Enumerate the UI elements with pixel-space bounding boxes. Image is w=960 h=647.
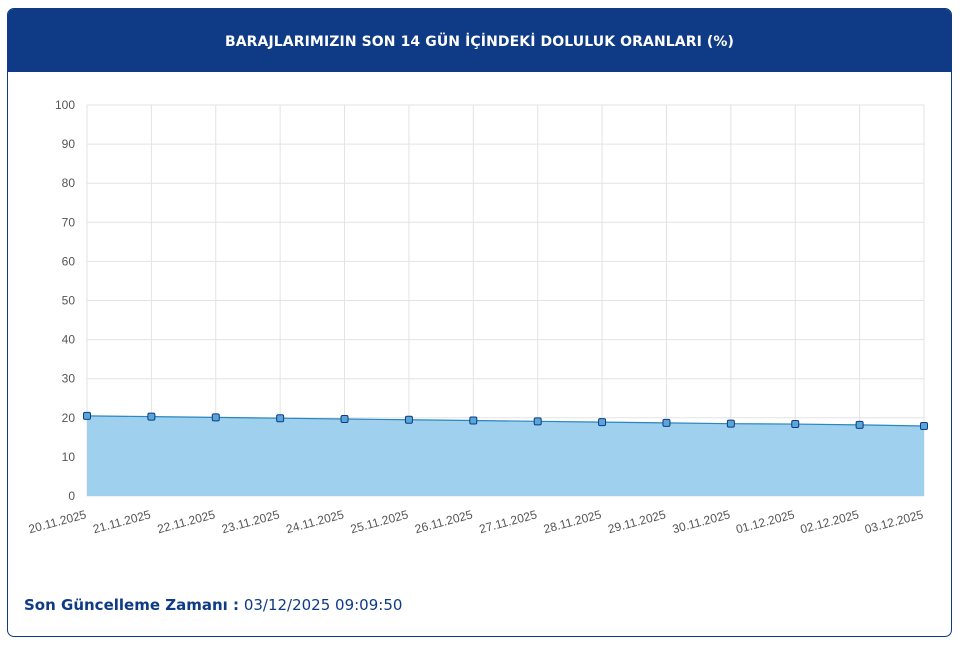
data-point [340, 414, 349, 423]
y-tick-label: 0 [68, 489, 75, 503]
card-header: BARAJLARIMIZIN SON 14 GÜN İÇİNDEKİ DOLUL… [8, 9, 951, 72]
data-point [791, 420, 800, 429]
y-tick-label: 100 [55, 98, 75, 112]
last-updated-label: Son Güncelleme Zamanı : [24, 596, 240, 614]
y-tick-label: 30 [62, 372, 76, 386]
area-fill [87, 415, 924, 496]
data-point [276, 414, 285, 423]
data-point [662, 418, 671, 427]
data-point [533, 417, 542, 426]
data-point [404, 415, 413, 424]
last-updated: Son Güncelleme Zamanı : 03/12/2025 09:09… [24, 596, 402, 614]
y-axis: 0 10 20 30 40 50 60 70 80 90 100 [55, 98, 75, 503]
x-tick-label: 02.12.2025 [799, 507, 861, 536]
x-tick-label: 24.11.2025 [285, 507, 346, 536]
data-point [726, 419, 735, 428]
area-layer [86, 415, 925, 496]
data-point [211, 413, 220, 422]
y-tick-label: 70 [62, 215, 76, 229]
x-tick-label: 21.11.2025 [91, 507, 152, 536]
x-axis: 20.11.2025 21.11.2025 22.11.2025 23.11.2025… [27, 507, 925, 536]
x-tick-label: 25.11.2025 [349, 507, 410, 536]
marker-layer [83, 411, 928, 431]
y-tick-label: 90 [62, 137, 76, 151]
x-tick-label: 28.11.2025 [542, 507, 603, 536]
x-tick-label: 23.11.2025 [220, 507, 281, 536]
chart-card: BARAJLARIMIZIN SON 14 GÜN İÇİNDEKİ DOLUL… [7, 8, 952, 637]
y-tick-label: 10 [62, 450, 76, 464]
y-tick-label: 60 [62, 254, 76, 268]
data-point [920, 422, 928, 431]
last-updated-value: 03/12/2025 09:09:50 [243, 596, 403, 614]
data-point [83, 411, 91, 420]
y-tick-label: 20 [62, 411, 76, 425]
data-point [469, 416, 478, 425]
data-point [598, 418, 607, 427]
y-tick-label: 50 [62, 294, 76, 308]
data-point [147, 412, 156, 421]
x-tick-label: 27.11.2025 [478, 507, 539, 536]
y-tick-label: 40 [62, 333, 76, 347]
area-chart: 0 10 20 30 40 50 60 70 80 90 100 20.11.2025 21.11.2… [27, 98, 928, 536]
x-tick-label: 22.11.2025 [156, 507, 217, 536]
series-line [86, 415, 925, 427]
x-tick-label: 20.11.2025 [27, 507, 88, 536]
data-point [855, 420, 864, 429]
x-tick-label: 03.12.2025 [863, 507, 925, 536]
x-tick-label: 26.11.2025 [413, 507, 474, 536]
x-tick-label: 30.11.2025 [671, 507, 732, 536]
x-tick-label: 29.11.2025 [606, 507, 667, 536]
chart-title: BARAJLARIMIZIN SON 14 GÜN İÇİNDEKİ DOLUL… [224, 33, 735, 50]
y-tick-label: 80 [62, 176, 76, 190]
x-tick-label: 01.12.2025 [734, 507, 796, 536]
